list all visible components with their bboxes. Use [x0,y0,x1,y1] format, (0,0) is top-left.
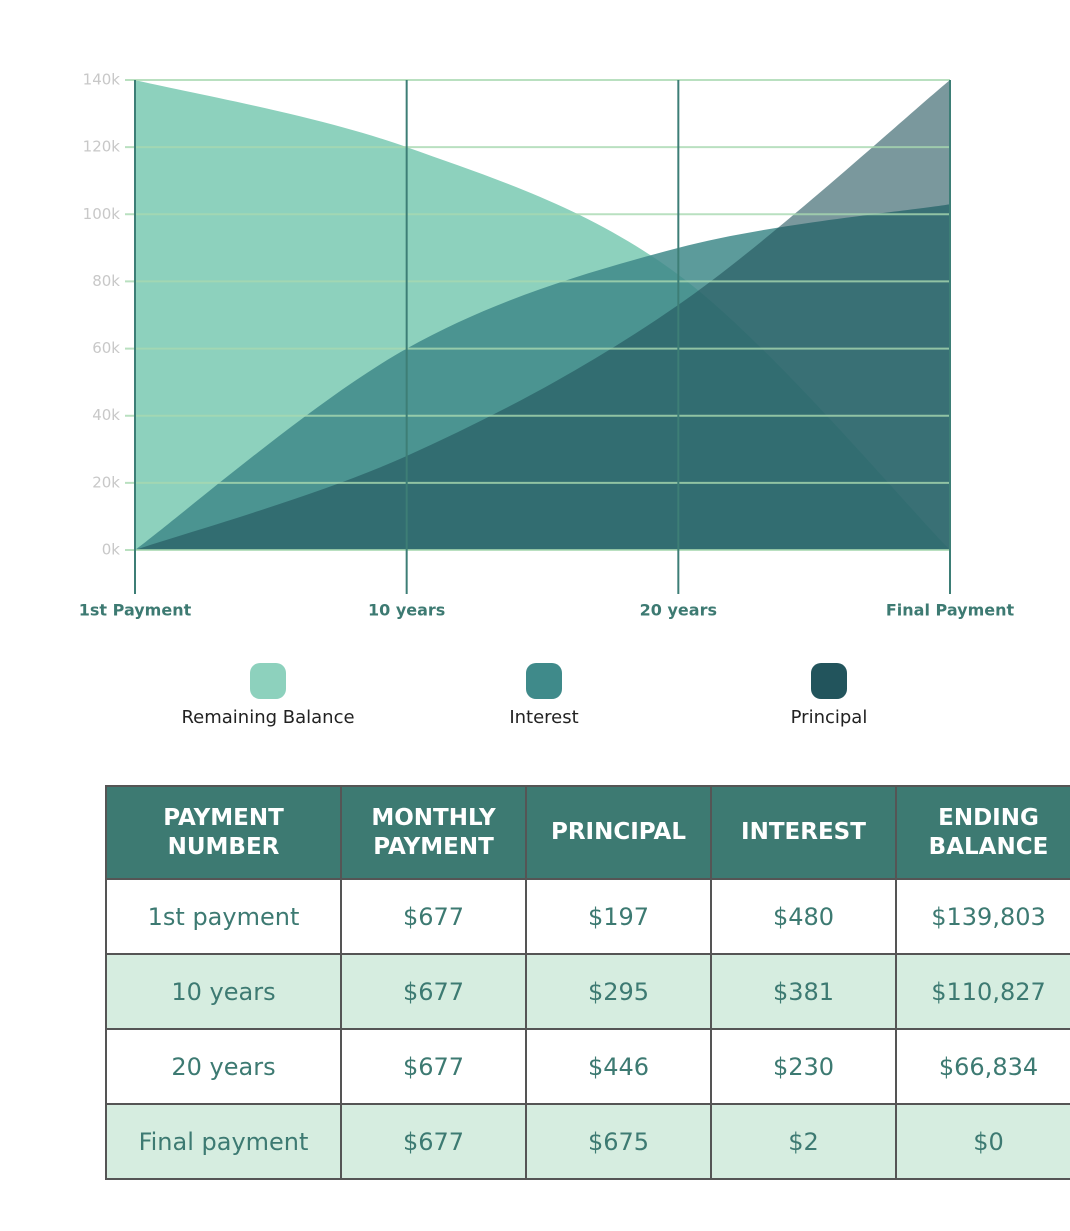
legend-label: Principal [791,707,868,728]
legend-swatch [526,663,562,699]
x-tick-label: 1st Payment [79,601,192,620]
legend-swatch [250,663,286,699]
y-tick-label: 100k [83,205,121,223]
table-cell: $675 [525,1103,712,1180]
table-cell: $139,803 [895,878,1070,955]
legend-label: Interest [509,707,578,728]
chart: 0k 20k 40k 60k 80k 100k 120k 140k 1st Payment 10 … [79,71,1015,729]
header-cell: PAYMENT NUMBER [105,785,342,880]
y-tick-label: 140k [83,71,121,89]
table-cell: $197 [525,878,712,955]
legend-swatch [811,663,847,699]
y-tick-label: 0k [102,541,121,559]
x-tick-label: 10 years [368,601,445,620]
y-tick-label: 80k [92,272,120,290]
table-cell: 10 years [105,953,342,1030]
table-cell: $446 [525,1028,712,1105]
y-tick-label: 40k [92,406,120,424]
area [135,80,950,550]
table-cell: $677 [340,878,527,955]
table-cell: $110,827 [895,953,1070,1030]
table-row: 10 years $677 $295 $381 $110,827 [105,953,1070,1030]
table-cell: $480 [710,878,897,955]
x-tick-label: 20 years [640,601,717,620]
amortization-table: PAYMENT NUMBER MONTHLY PAYMENT PRINCIPAL IN… [105,785,1070,1180]
header-cell: ENDING BALANCE [895,785,1070,880]
table-row: 20 years $677 $446 $230 $66,834 [105,1028,1070,1105]
y-tick-label: 120k [83,138,121,156]
table-cell: 20 years [105,1028,342,1105]
table-cell: 1st payment [105,878,342,955]
table-cell: $2 [710,1103,897,1180]
table-cell: $230 [710,1028,897,1105]
header-cell: INTEREST [710,785,897,880]
table-cell: $66,834 [895,1028,1070,1105]
header-cell: PRINCIPAL [525,785,712,880]
header-cell: MONTHLY PAYMENT [340,785,527,880]
table-row: Final payment $677 $675 $2 $0 [105,1103,1070,1180]
table-row: 1st payment $677 $197 $480 $139,803 [105,878,1070,955]
header-row: PAYMENT NUMBER MONTHLY PAYMENT PRINCIPAL IN… [105,785,1070,880]
table-cell: $677 [340,1103,527,1180]
table-cell: $381 [710,953,897,1030]
y-tick-label: 60k [92,339,120,357]
table-cell: $295 [525,953,712,1030]
y-tick-label: 20k [92,473,120,491]
table-cell: $0 [895,1103,1070,1180]
legend-label: Remaining Balance [181,707,354,728]
table-cell: $677 [340,1028,527,1105]
x-tick-label: Final Payment [886,601,1015,620]
table-cell: $677 [340,953,527,1030]
table-cell: Final payment [105,1103,342,1180]
